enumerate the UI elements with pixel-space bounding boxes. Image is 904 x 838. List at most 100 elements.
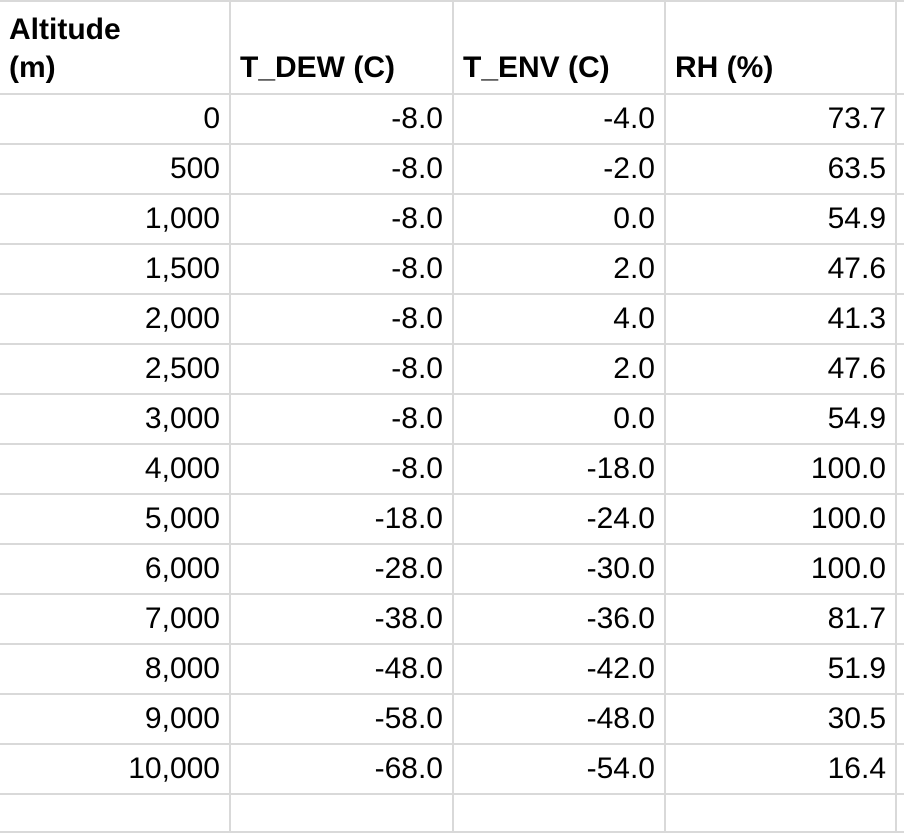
cell-tenv-empty[interactable]	[452, 793, 666, 833]
cell-tdew[interactable]: -8.0	[229, 293, 454, 345]
cell-altitude[interactable]: 4,000	[0, 443, 231, 495]
cell-tenv[interactable]: -24.0	[452, 493, 666, 545]
cell-rh[interactable]: 54.9	[664, 193, 897, 245]
table-row: 2,000 -8.0 4.0 41.3	[0, 293, 904, 345]
cell-altitude-empty[interactable]	[0, 793, 231, 833]
cell-extra[interactable]	[895, 143, 904, 195]
cell-tdew[interactable]: -8.0	[229, 243, 454, 295]
cell-altitude[interactable]: 7,000	[0, 593, 231, 645]
header-cell-extra[interactable]	[895, 0, 904, 95]
cell-tenv[interactable]: -18.0	[452, 443, 666, 495]
cell-tdew-empty[interactable]	[229, 793, 454, 833]
table-row: 9,000 -58.0 -48.0 30.5	[0, 693, 904, 745]
cell-rh[interactable]: 54.9	[664, 393, 897, 445]
cell-tenv[interactable]: 2.0	[452, 243, 666, 295]
cell-altitude[interactable]: 1,000	[0, 193, 231, 245]
cell-altitude[interactable]: 10,000	[0, 743, 231, 795]
cell-tdew[interactable]: -8.0	[229, 343, 454, 395]
cell-altitude[interactable]: 8,000	[0, 643, 231, 695]
cell-extra[interactable]	[895, 243, 904, 295]
cell-tenv[interactable]: 2.0	[452, 343, 666, 395]
cell-tdew[interactable]: -8.0	[229, 443, 454, 495]
table-row: 2,500 -8.0 2.0 47.6	[0, 343, 904, 395]
table-row: 1,000 -8.0 0.0 54.9	[0, 193, 904, 245]
cell-rh[interactable]: 100.0	[664, 443, 897, 495]
cell-rh[interactable]: 81.7	[664, 593, 897, 645]
table-row: 7,000 -38.0 -36.0 81.7	[0, 593, 904, 645]
cell-rh[interactable]: 51.9	[664, 643, 897, 695]
table-row: 5,000 -18.0 -24.0 100.0	[0, 493, 904, 545]
cell-tenv[interactable]: -4.0	[452, 93, 666, 145]
cell-altitude[interactable]: 0	[0, 93, 231, 145]
cell-tenv[interactable]: -30.0	[452, 543, 666, 595]
header-label-rh: RH (%)	[675, 50, 774, 84]
cell-extra[interactable]	[895, 193, 904, 245]
cell-rh[interactable]: 30.5	[664, 693, 897, 745]
cell-altitude[interactable]: 500	[0, 143, 231, 195]
cell-extra[interactable]	[895, 743, 904, 795]
table-row: 6,000 -28.0 -30.0 100.0	[0, 543, 904, 595]
cell-rh[interactable]: 16.4	[664, 743, 897, 795]
cell-tdew[interactable]: -8.0	[229, 393, 454, 445]
cell-tenv[interactable]: 4.0	[452, 293, 666, 345]
table-row: 10,000 -68.0 -54.0 16.4	[0, 743, 904, 795]
trailing-empty-section	[0, 793, 904, 833]
header-row: Altitude (m) T_DEW (C) T_ENV (C) RH (%)	[0, 0, 904, 95]
cell-altitude[interactable]: 9,000	[0, 693, 231, 745]
cell-tdew[interactable]: -48.0	[229, 643, 454, 695]
cell-extra[interactable]	[895, 393, 904, 445]
cell-rh[interactable]: 73.7	[664, 93, 897, 145]
cell-tdew[interactable]: -68.0	[229, 743, 454, 795]
cell-rh[interactable]: 41.3	[664, 293, 897, 345]
cell-extra[interactable]	[895, 343, 904, 395]
cell-rh[interactable]: 47.6	[664, 343, 897, 395]
cell-extra[interactable]	[895, 293, 904, 345]
cell-tenv[interactable]: -42.0	[452, 643, 666, 695]
cell-altitude[interactable]: 6,000	[0, 543, 231, 595]
header-cell-tdew[interactable]: T_DEW (C)	[229, 0, 454, 95]
empty-row	[0, 793, 904, 833]
cell-tdew[interactable]: -58.0	[229, 693, 454, 745]
table-row: 4,000 -8.0 -18.0 100.0	[0, 443, 904, 495]
cell-extra[interactable]	[895, 543, 904, 595]
cell-extra[interactable]	[895, 493, 904, 545]
header-label-altitude-line1: Altitude	[9, 13, 121, 46]
cell-tenv[interactable]: -54.0	[452, 743, 666, 795]
cell-rh[interactable]: 47.6	[664, 243, 897, 295]
cell-tdew[interactable]: -8.0	[229, 143, 454, 195]
table-row: 8,000 -48.0 -42.0 51.9	[0, 643, 904, 695]
header-cell-rh[interactable]: RH (%)	[664, 0, 897, 95]
cell-tdew[interactable]: -18.0	[229, 493, 454, 545]
cell-rh[interactable]: 100.0	[664, 543, 897, 595]
cell-extra[interactable]	[895, 693, 904, 745]
cell-extra-empty[interactable]	[895, 793, 904, 833]
cell-tenv[interactable]: -48.0	[452, 693, 666, 745]
cell-extra[interactable]	[895, 443, 904, 495]
cell-rh[interactable]: 100.0	[664, 493, 897, 545]
cell-altitude[interactable]: 3,000	[0, 393, 231, 445]
cell-altitude[interactable]: 2,500	[0, 343, 231, 395]
cell-altitude[interactable]: 1,500	[0, 243, 231, 295]
cell-tdew[interactable]: -28.0	[229, 543, 454, 595]
cell-tdew[interactable]: -38.0	[229, 593, 454, 645]
table-row: 3,000 -8.0 0.0 54.9	[0, 393, 904, 445]
cell-extra[interactable]	[895, 93, 904, 145]
cell-tenv[interactable]: -2.0	[452, 143, 666, 195]
cell-altitude[interactable]: 2,000	[0, 293, 231, 345]
header-label-tdew: T_DEW (C)	[240, 50, 395, 84]
table-row: 0 -8.0 -4.0 73.7	[0, 93, 904, 145]
cell-rh[interactable]: 63.5	[664, 143, 897, 195]
cell-tdew[interactable]: -8.0	[229, 93, 454, 145]
header-cell-tenv[interactable]: T_ENV (C)	[452, 0, 666, 95]
cell-tenv[interactable]: 0.0	[452, 193, 666, 245]
cell-extra[interactable]	[895, 593, 904, 645]
cell-tdew[interactable]: -8.0	[229, 193, 454, 245]
cell-altitude[interactable]: 5,000	[0, 493, 231, 545]
header-cell-altitude[interactable]: Altitude (m)	[0, 0, 231, 95]
cell-rh-empty[interactable]	[664, 793, 897, 833]
table-body: 0 -8.0 -4.0 73.7 500 -8.0 -2.0 63.5 1,00…	[0, 93, 904, 795]
cell-tenv[interactable]: 0.0	[452, 393, 666, 445]
cell-extra[interactable]	[895, 643, 904, 695]
cell-tenv[interactable]: -36.0	[452, 593, 666, 645]
